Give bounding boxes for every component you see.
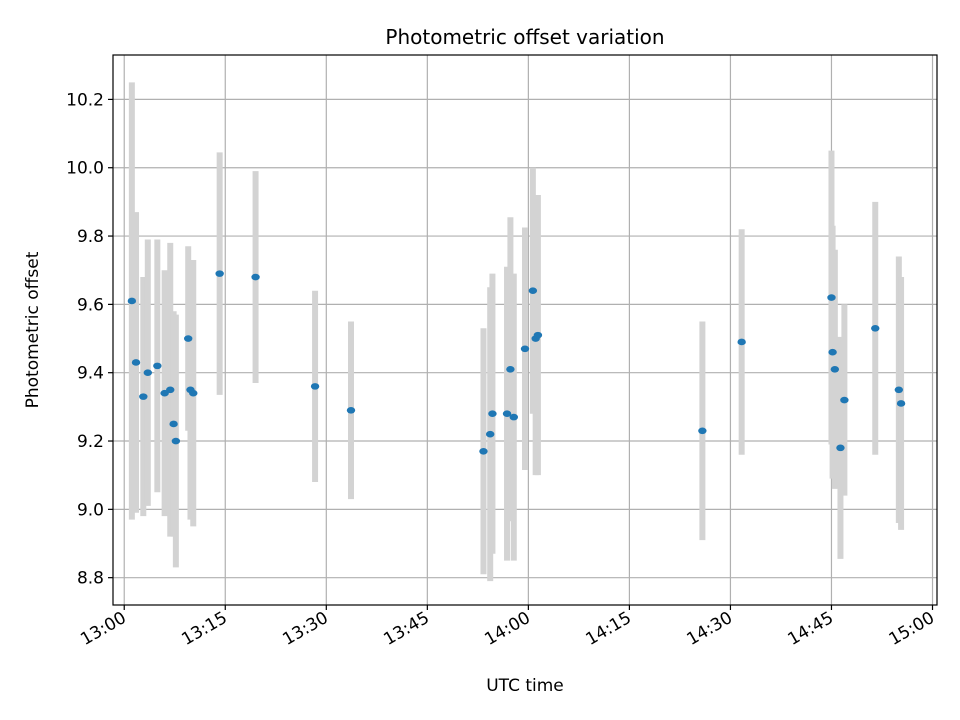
data-point [346,406,356,414]
data-point [215,270,224,277]
x-tick-label: 15:00 [886,608,938,650]
y-tick-label: 9.0 [77,500,104,520]
point-layer [127,270,906,455]
data-point [485,430,495,438]
data-point [836,444,845,452]
data-point [506,365,515,373]
x-tick-label: 13:00 [77,608,129,650]
y-tick-label: 10.0 [66,159,104,179]
data-point [171,437,181,445]
x-tick-label: 13:30 [279,608,331,650]
x-tick-label: 14:45 [785,608,837,650]
data-point [533,331,543,339]
data-point [166,386,175,394]
data-point [896,400,906,407]
data-point [828,348,837,356]
plot-frame [112,54,938,606]
data-point [479,447,488,455]
y-tick-label: 9.8 [77,227,104,247]
data-point [310,383,320,390]
y-tick-label: 10.2 [66,90,104,110]
errorbar-layer [128,82,905,582]
x-tick-label: 14:00 [481,608,533,650]
data-point [127,297,137,305]
y-axis-label: Photometric offset [23,251,43,408]
data-point [840,396,849,404]
data-point [827,294,836,301]
data-point [143,369,153,377]
data-point [520,345,530,353]
x-axis-ticks: 13:00 13:15 13:30 13:45 14:00 14:15 14:30 14:45… [77,605,938,650]
data-point [737,338,746,346]
data-point [131,359,141,366]
x-tick-label: 14:15 [582,608,634,650]
chart-title: Photometric offset variation [385,25,664,49]
x-tick-label: 13:45 [380,608,432,650]
data-point [139,393,148,400]
data-point [830,365,840,373]
data-point [698,427,707,435]
data-point [894,386,904,394]
y-tick-label: 9.4 [77,364,104,384]
data-point [871,324,880,332]
y-axis-ticks: 8.8 9.0 9.2 9.4 9.6 9.8 10.0 10.2 [66,90,113,589]
data-point [184,335,193,342]
data-point [251,273,260,281]
data-point [153,362,162,370]
y-tick-label: 8.8 [77,569,104,589]
data-point [169,420,178,428]
data-point [528,287,538,295]
x-axis-label: UTC time [486,676,564,696]
data-point [509,413,518,421]
x-tick-label: 14:30 [684,608,736,650]
data-point [488,410,497,417]
y-tick-label: 9.2 [77,432,104,452]
data-point [502,410,512,417]
data-point [189,389,198,397]
x-tick-label: 13:15 [178,608,230,650]
y-tick-label: 9.6 [77,295,104,315]
